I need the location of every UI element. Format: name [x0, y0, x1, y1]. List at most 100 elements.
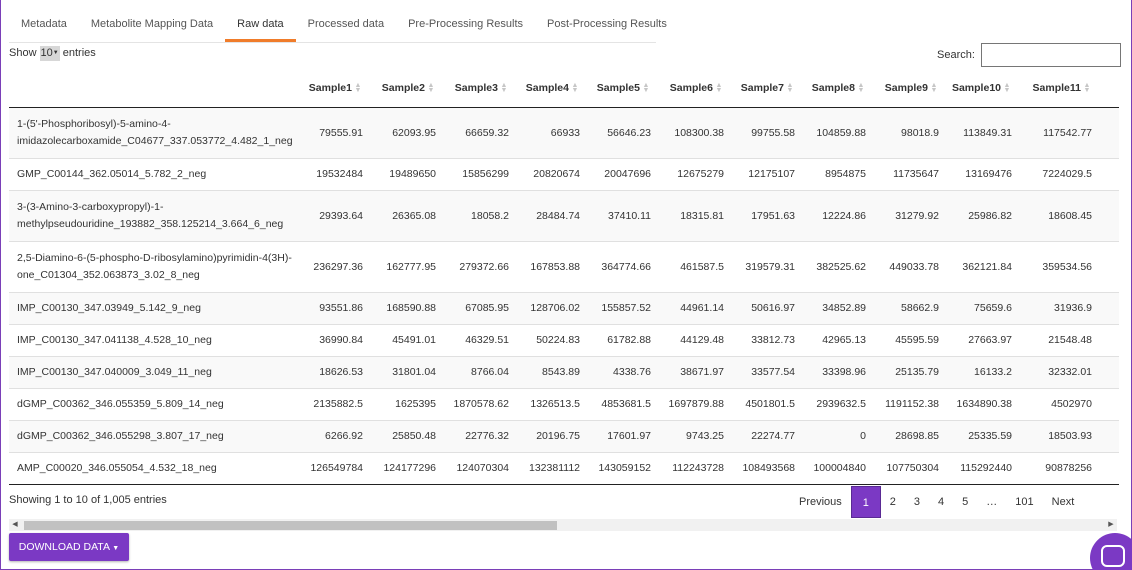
column-header-sample9[interactable]: Sample9 ▲ ▼ — [873, 69, 946, 108]
sample-value-cell: 34852.89 — [802, 291, 873, 324]
column-header-sample7[interactable]: Sample7 ▲ ▼ — [731, 69, 802, 108]
scroll-right-arrow-icon[interactable]: ▶ — [1108, 521, 1114, 528]
sample-value-cell: 8766.04 — [443, 355, 516, 388]
column-header-sample5[interactable]: Sample5 ▲ ▼ — [587, 69, 658, 108]
column-header-sample2[interactable]: Sample2 ▲ ▼ — [370, 69, 443, 108]
sort-icon: ▲ ▼ — [930, 81, 938, 94]
sample-value-cell: 45491.01 — [370, 323, 443, 356]
table-search: Search: — [937, 43, 1121, 67]
page-button-5[interactable]: 5 — [962, 496, 969, 508]
metabolite-name-cell: GMP_C00144_362.05014_5.782_2_neg — [9, 157, 299, 190]
page-ellipsis: … — [986, 496, 998, 508]
sample-value-cell: 382525.62 — [802, 240, 873, 292]
sample-value-cell: 17601.97 — [587, 419, 658, 452]
sample-value-cell — [1099, 419, 1119, 452]
sample-value-cell: 19489650 — [370, 157, 443, 190]
tab-processed-data[interactable]: Processed data — [307, 18, 385, 30]
column-header-label: Sample9 — [884, 81, 928, 94]
sample-value-cell: 6266.92 — [299, 419, 370, 452]
column-header-name[interactable] — [9, 69, 299, 108]
entries-select[interactable]: 10 ▼ — [39, 45, 60, 61]
sample-value-cell: 7 — [1099, 157, 1119, 190]
next-page-button[interactable]: Next — [1051, 496, 1075, 508]
sample-value-cell: 61782.88 — [587, 323, 658, 356]
sample-value-cell: 279372.66 — [443, 240, 516, 292]
table-row: 1-(5'-Phosphoribosyl)-5-amino-4-imidazol… — [9, 106, 1119, 158]
sample-value-cell: 4853681.5 — [587, 387, 658, 420]
column-header-label: Sample5 — [596, 81, 640, 94]
metabolite-name-cell: dGMP_C00362_346.055359_5.809_14_neg — [9, 387, 299, 420]
tab-pre-processing-results[interactable]: Pre-Processing Results — [408, 18, 524, 30]
sample-value-cell: 29393.64 — [299, 189, 370, 241]
table-header-row: Sample1 ▲ ▼ Sample2 ▲ ▼ Sample3 ▲ ▼ Sample4 ▲ ▼ Samp… — [9, 69, 1119, 108]
sample-value-cell: 362121.84 — [946, 240, 1019, 292]
column-header-sample10[interactable]: Sample10 ▲ ▼ — [946, 69, 1019, 108]
entries-select-value: 10 — [40, 46, 53, 59]
column-header-sample11[interactable]: Sample11 ▲ ▼ — [1019, 69, 1099, 108]
previous-page-button[interactable]: Previous — [799, 496, 842, 508]
sample-value-cell: 1( — [1099, 387, 1119, 420]
column-header-label: Sample7 — [740, 81, 784, 94]
sample-value-cell: 38671.97 — [658, 355, 731, 388]
sort-icon: ▲ ▼ — [354, 81, 362, 94]
page-button-1[interactable]: 1 — [850, 486, 881, 518]
sort-icon: ▲ ▼ — [500, 81, 508, 94]
search-label: Search: — [937, 49, 975, 61]
raw-data-table: Sample1 ▲ ▼ Sample2 ▲ ▼ Sample3 ▲ ▼ Sample4 ▲ ▼ Samp… — [9, 69, 1119, 485]
sample-value-cell: 66659.32 — [443, 106, 516, 158]
page-button-3[interactable]: 3 — [913, 496, 921, 508]
horizontal-scrollbar[interactable]: ◀ ▶ — [9, 519, 1117, 531]
entries-length-control: Show 10 ▼ entries — [9, 45, 96, 61]
tab-metabolite-mapping-data[interactable]: Metabolite Mapping Data — [90, 18, 214, 30]
sample-value-cell: 162777.95 — [370, 240, 443, 292]
column-header-sample4[interactable]: Sample4 ▲ ▼ — [516, 69, 587, 108]
sample-value-cell: 124177296 — [370, 451, 443, 485]
sample-value-cell: 32332.01 — [1019, 355, 1099, 388]
sample-value-cell: 58662.9 — [873, 291, 946, 324]
table-row: IMP_C00130_347.03949_5.142_9_neg 93551.86… — [9, 291, 1119, 324]
sample-value-cell: 4502970 — [1019, 387, 1099, 420]
caret-down-icon: ▼ — [52, 49, 59, 56]
sample-value-cell: 33812.73 — [731, 323, 802, 356]
sample-value-cell: 13169476 — [946, 157, 1019, 190]
sample-value-cell: 98018.9 — [873, 106, 946, 158]
sample-value-cell: 18608.45 — [1019, 189, 1099, 241]
sample-value-cell: 155857.52 — [587, 291, 658, 324]
sample-value-cell: 20196.75 — [516, 419, 587, 452]
column-header-sample6[interactable]: Sample6 ▲ ▼ — [658, 69, 731, 108]
scroll-left-arrow-icon[interactable]: ◀ — [12, 521, 18, 528]
sample-value-cell: 66933 — [516, 106, 587, 158]
sample-value-cell — [1099, 291, 1119, 324]
column-header-label: Sample3 — [454, 81, 498, 94]
column-header-sample1[interactable]: Sample1 ▲ ▼ — [299, 69, 370, 108]
sample-value-cell: 25850.48 — [370, 419, 443, 452]
tab-post-processing-results[interactable]: Post-Processing Results — [547, 18, 667, 30]
page-button-2[interactable]: 2 — [889, 496, 896, 508]
sample-value-cell: 37410.11 — [587, 189, 658, 241]
sample-value-cell: 1697879.88 — [658, 387, 731, 420]
sample-value-cell: 143059152 — [587, 451, 658, 485]
sample-value-cell: 50616.97 — [731, 291, 802, 324]
tab-raw-data[interactable]: Raw data — [225, 10, 296, 42]
chat-widget-button[interactable] — [1090, 533, 1132, 570]
sort-icon: ▲ ▼ — [857, 81, 865, 94]
metabolite-name-cell: 3-(3-Amino-3-carboxypropyl)-1-methylpseu… — [9, 189, 299, 241]
column-header-sample3[interactable]: Sample3 ▲ ▼ — [443, 69, 516, 108]
sample-value-cell: 44961.14 — [658, 291, 731, 324]
tab-bar: Metadata Metabolite Mapping Data Raw dat… — [9, 10, 667, 43]
sample-value-cell: 4501801.5 — [731, 387, 802, 420]
sample-value-cell: 1870578.62 — [443, 387, 516, 420]
table-body: 1-(5'-Phosphoribosyl)-5-amino-4-imidazol… — [9, 106, 1119, 485]
column-header-sample12[interactable]: S — [1099, 69, 1119, 108]
column-header-sample8[interactable]: Sample8 ▲ ▼ — [802, 69, 873, 108]
tab-metadata[interactable]: Metadata — [21, 18, 67, 30]
page-button-4[interactable]: 4 — [938, 496, 945, 508]
metabolite-name-cell: IMP_C00130_347.040009_3.049_11_neg — [9, 355, 299, 388]
data-table-wrapper: Sample1 ▲ ▼ Sample2 ▲ ▼ Sample3 ▲ ▼ Sample4 ▲ ▼ Samp… — [9, 69, 1119, 485]
sample-value-cell: 132381112 — [516, 451, 587, 485]
search-input[interactable] — [980, 43, 1121, 67]
page-button-101[interactable]: 101 — [1015, 496, 1034, 508]
download-data-button[interactable]: DOWNLOAD DATA ▼ — [9, 533, 129, 561]
sample-value-cell: 1625395 — [370, 387, 443, 420]
scrollbar-thumb[interactable] — [24, 521, 557, 530]
